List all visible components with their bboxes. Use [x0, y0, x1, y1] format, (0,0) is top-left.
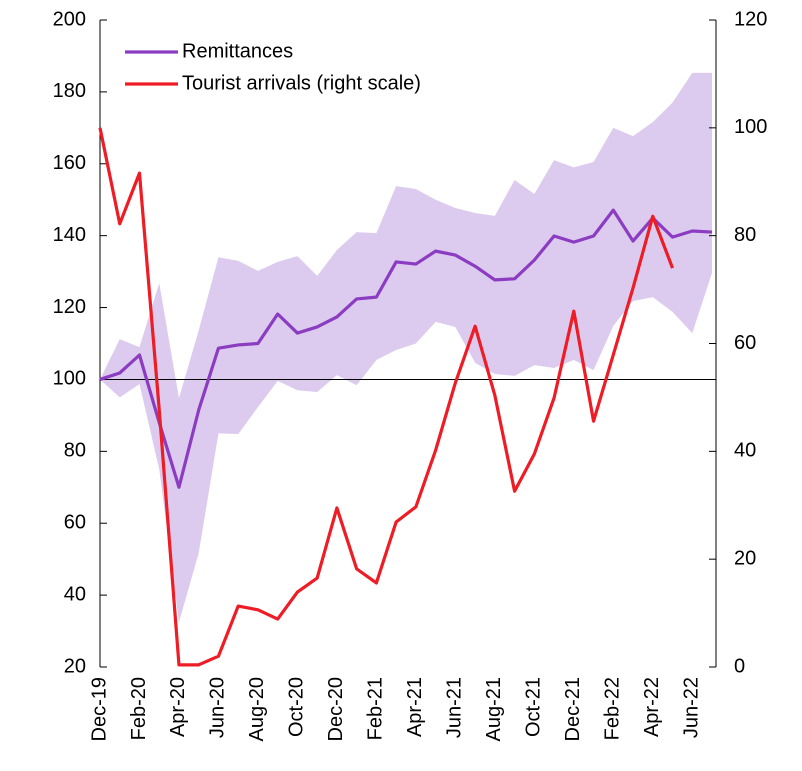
y2-tick-label: 100: [734, 116, 767, 138]
x-tick-label: Aug-21: [483, 677, 505, 742]
x-tick-label: Apr-20: [167, 677, 189, 737]
legend-label: Remittances: [182, 40, 293, 62]
series-line: [99, 208, 713, 489]
y-tick-label: 60: [64, 512, 86, 534]
y-tick-label: 180: [53, 80, 86, 102]
x-tick-label: Feb-21: [365, 677, 387, 740]
y2-tick-label: 120: [734, 8, 767, 30]
y2-tick-label: 20: [734, 547, 756, 569]
x-tick-label: Feb-20: [128, 677, 150, 740]
y-tick-label: 20: [64, 655, 86, 677]
y-tick-label: 140: [53, 224, 86, 246]
y2-tick-label: 60: [734, 332, 756, 354]
x-tick-label: Jun-20: [207, 677, 229, 738]
x-tick-label: Apr-21: [404, 677, 426, 737]
x-tick-label: Jun-21: [444, 677, 466, 738]
y-tick-label: 200: [53, 8, 86, 30]
series-line: [98, 127, 675, 667]
x-tick-label: Oct-20: [286, 677, 308, 737]
x-tick-label: Apr-22: [641, 677, 663, 737]
x-tick-label: Jun-22: [681, 677, 703, 738]
legend-label: Tourist arrivals (right scale): [182, 72, 421, 94]
range-band: [100, 72, 712, 623]
y-tick-label: 80: [64, 440, 86, 462]
x-tick-label: Dec-19: [88, 677, 110, 741]
y2-tick-label: 0: [734, 655, 745, 677]
x-tick-label: Aug-20: [246, 677, 268, 742]
x-tick-label: Dec-21: [562, 677, 584, 741]
x-tick-label: Dec-20: [325, 677, 347, 741]
x-tick-label: Oct-21: [523, 677, 545, 737]
y2-tick-label: 80: [734, 224, 756, 246]
y-tick-label: 120: [53, 296, 86, 318]
y2-tick-label: 40: [734, 440, 756, 462]
x-tick-label: Feb-22: [602, 677, 624, 740]
y-tick-label: 40: [64, 583, 86, 605]
y-tick-label: 160: [53, 152, 86, 174]
y-tick-label: 100: [53, 368, 86, 390]
